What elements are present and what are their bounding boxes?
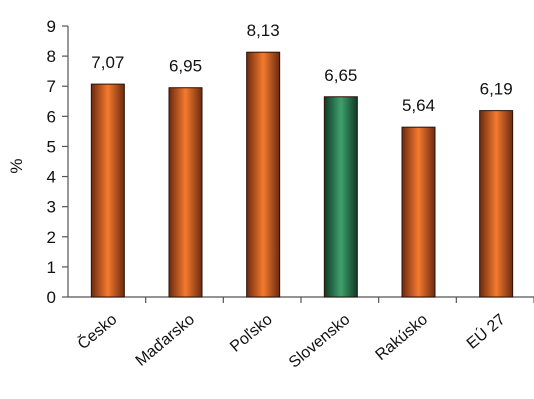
bar bbox=[323, 96, 358, 298]
y-tick-label: 2 bbox=[47, 228, 56, 247]
y-tick-label: 8 bbox=[47, 47, 56, 66]
category-label: Česko bbox=[73, 309, 120, 353]
y-axis: 0 1 2 3 4 5 6 7 8 9 bbox=[47, 17, 69, 307]
data-label: 6,19 bbox=[480, 80, 513, 99]
category-label: Slovensko bbox=[286, 311, 354, 372]
y-tick-label: 3 bbox=[47, 198, 56, 217]
y-tick-label: 0 bbox=[47, 288, 56, 307]
data-label: 7,07 bbox=[91, 53, 124, 72]
y-tick-label: 4 bbox=[47, 168, 56, 187]
data-label: 6,65 bbox=[324, 66, 357, 85]
x-axis bbox=[68, 296, 534, 303]
y-tick-label: 9 bbox=[47, 17, 56, 36]
category-label: Maďarsko bbox=[133, 311, 199, 370]
category-label: EÚ 27 bbox=[462, 309, 508, 352]
category-label: Rakúsko bbox=[372, 311, 431, 364]
data-label: 5,64 bbox=[402, 96, 435, 115]
y-axis-title: % bbox=[7, 158, 26, 173]
bar bbox=[90, 83, 125, 298]
bar bbox=[246, 51, 281, 298]
data-label: 8,13 bbox=[247, 21, 280, 40]
bars bbox=[90, 51, 514, 298]
bar bbox=[479, 110, 514, 298]
y-tick-label: 7 bbox=[47, 77, 56, 96]
bar bbox=[168, 87, 203, 298]
category-label: Poľsko bbox=[227, 311, 276, 356]
bar bbox=[401, 126, 436, 298]
data-label: 6,95 bbox=[169, 57, 202, 76]
y-tick-label: 1 bbox=[47, 258, 56, 277]
y-tick-label: 6 bbox=[47, 107, 56, 126]
category-labels: Česko Maďarsko Poľsko Slovensko Rakúsko EÚ 27 bbox=[73, 309, 508, 371]
y-tick-label: 5 bbox=[47, 137, 56, 156]
data-labels: 7,07 6,95 8,13 6,65 5,64 6,19 bbox=[91, 21, 512, 115]
